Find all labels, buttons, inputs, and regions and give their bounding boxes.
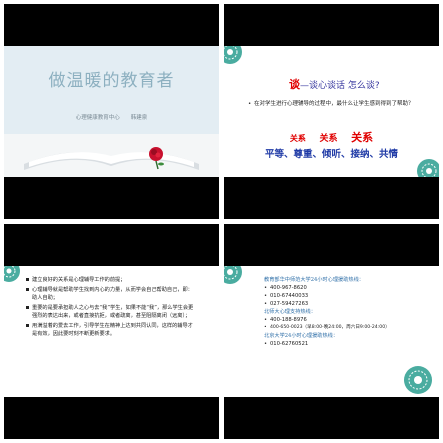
relation-word: 关系 [319,134,338,144]
slide-2-title-prefix: 谈 [289,78,300,91]
hotline-number: • 027-59427263 [264,300,424,308]
list-item: 重要的是要承担助人之心与去“我”学生，如果不能“我”，那么学生会更强烈的表达出来… [26,304,196,320]
hotline-list: 教育部华中师范大学24小时心理援助热线： • 400-967-8620 • 010-… [264,276,424,348]
hotline-number: • 010-62760521 [264,340,424,348]
list-item: 用满溢着的爱去工作，引导学生在精神上达到共同认同，这样的辅导才是有效，因此要时刻… [26,322,196,338]
slide-2: 谈—谈心谈话 怎么谈? • 在对学生进行心理辅导的过程中，最什么让学生感到得到了… [224,46,439,177]
bullet-square-icon [26,306,29,309]
list-item-text: 建立良好的关系是心理辅导工作的前提； [32,277,126,283]
hotline-number: • 400-650-0023（早8:00-晚24:00，周六日9:00-24:00… [264,324,424,332]
bullet-dot-icon: • [264,293,268,299]
lace-decoration-icon [4,266,20,282]
lace-decoration-icon [417,159,439,177]
hotline-number-text: 400-650-0023（早8:00-晚24:00，周六日9:00-24:00） [270,325,390,330]
slide-1: 做温暖的教育者 心理健康教育中心 韩建泉 [4,46,219,177]
slide-4: 教育部华中师范大学24小时心理援助热线： • 400-967-8620 • 010-… [224,266,439,397]
hotline-heading: 北师大心理支持热线： [264,309,316,315]
hotline-number-text: 027-59427263 [270,301,309,307]
slide-3: 建立良好的关系是心理辅导工作的前提； 心理辅导就是帮助学生找到内心的力量，从而学… [4,266,219,397]
lace-decoration-icon [404,366,432,394]
hotline-heading: 教育部华中师范大学24小时心理援助热线： [264,277,364,283]
hotline-number: • 400-188-8976 [264,316,424,324]
bullet-square-icon [26,278,29,281]
relation-word: 关系 [351,131,374,144]
bullet-square-icon [26,324,29,327]
slide-thumbnail-3[interactable]: 建立良好的关系是心理辅导工作的前提； 心理辅导就是帮助学生找到内心的力量，从而学… [4,224,219,439]
slide-2-title-rest: —谈心谈话 怎么谈? [300,81,380,91]
slide-2-principles: 平等、尊重、倾听、接纳、共情 [264,149,398,160]
bullet-dot-icon: • [248,101,252,107]
lace-decoration-icon [224,46,242,64]
hotline-number-text: 400-188-8976 [270,317,307,323]
bullet-dot-icon: • [264,341,268,347]
bullet-dot-icon: • [264,301,268,307]
bullet-dot-icon: • [264,317,268,323]
slide-1-header-band [4,46,219,134]
slide-thumbnail-4[interactable]: 教育部华中师范大学24小时心理援助热线： • 400-967-8620 • 010-… [224,224,439,439]
hotline-number: • 400-967-8620 [264,284,424,292]
slide-2-bullet: • 在对学生进行心理辅导的过程中，最什么让学生感到得到了帮助？ [248,100,424,109]
slide-2-relations: 关系 关系 关系 [224,126,439,145]
slide-thumbnail-1[interactable]: 做温暖的教育者 心理健康教育中心 韩建泉 [4,4,219,219]
slide-2-title: 谈—谈心谈话 怎么谈? [289,76,380,92]
lace-decoration-icon [224,266,242,284]
open-book-image [4,134,219,177]
slide-1-title: 做温暖的教育者 [48,71,175,91]
hotline-heading: 北京大学24小时心理援助热线： [264,333,339,339]
hotline-number-text: 010-67440033 [270,293,309,299]
relation-word: 关系 [289,134,306,143]
list-item-text: 重要的是要承担助人之心与去“我”学生，如果不能“我”，那么学生会更强烈的表达出来… [32,305,194,319]
hotline-number-text: 010-62760521 [270,341,309,347]
bullet-dot-icon: • [264,325,267,330]
hotline-number-text: 400-967-8620 [270,285,307,291]
list-item-text: 用满溢着的爱去工作，引导学生在精神上达到共同认同，这样的辅导才是有效，因此要时刻… [32,323,193,337]
slide-2-bullet-text: 在对学生进行心理辅导的过程中，最什么让学生感到得到了帮助？ [254,101,414,107]
slide-thumbnail-2[interactable]: 谈—谈心谈话 怎么谈? • 在对学生进行心理辅导的过程中，最什么让学生感到得到了… [224,4,439,219]
list-item: 建立良好的关系是心理辅导工作的前提； [26,276,196,284]
rose-icon [149,147,164,170]
slide-3-list: 建立良好的关系是心理辅导工作的前提； 心理辅导就是帮助学生找到内心的力量，从而学… [26,276,196,340]
bullet-square-icon [26,288,29,291]
hotline-number: • 010-67440033 [264,292,424,300]
slide-1-subtitle: 心理健康教育中心 韩建泉 [75,115,148,121]
bullet-dot-icon: • [264,285,268,291]
list-item: 心理辅导就是帮助学生找到内心的力量，从而学会自己帮助自己，即：助人自助； [26,286,196,302]
list-item-text: 心理辅导就是帮助学生找到内心的力量，从而学会自己帮助自己，即：助人自助； [32,287,193,301]
